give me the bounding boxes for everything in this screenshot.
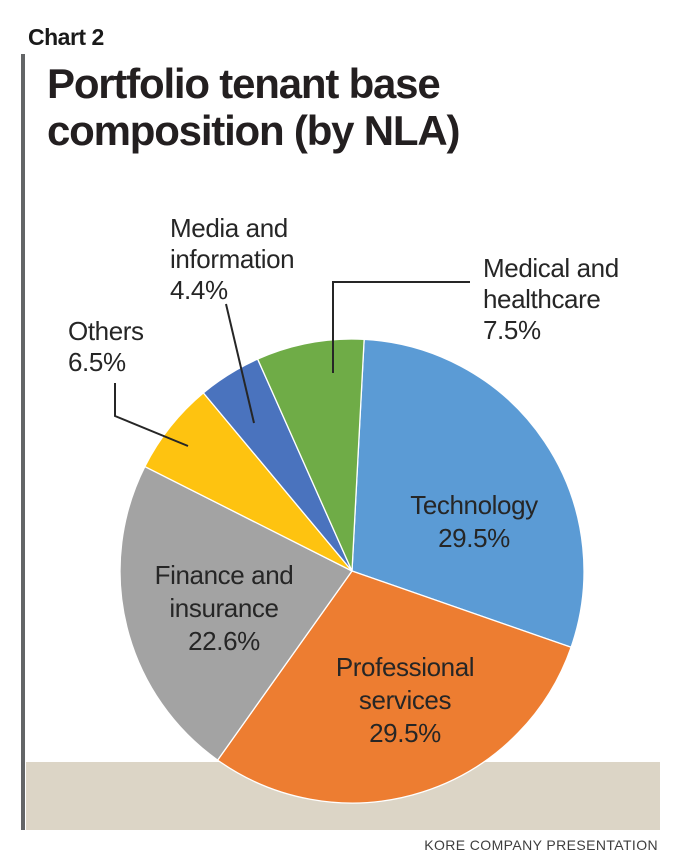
slice-name: Professional services (335, 652, 475, 715)
slice-label-professional-services: Professional services 29.5% (315, 651, 495, 750)
slice-label-finance-and-insurance: Finance and insurance 22.6% (134, 559, 314, 658)
slice-percent: 4.4% (170, 275, 228, 305)
leader-line-medical-and-healthcare (332, 281, 470, 373)
pie-slice-medical-and-healthcare (256, 338, 365, 572)
slice-label-media-and-information: Media and information 4.4% (170, 213, 340, 306)
slice-percent: 29.5% (369, 718, 441, 748)
chart-number-label: Chart 2 (28, 24, 104, 50)
chart-title-line-2: composition (by NLA) (47, 107, 461, 154)
slice-name: Finance and insurance (154, 560, 294, 623)
slice-percent: 22.6% (188, 626, 260, 656)
source-attribution: KORE COMPANY PRESENTATION (424, 837, 658, 853)
pie-slice-technology (351, 338, 585, 648)
slice-percent: 7.5% (483, 315, 541, 345)
slice-name: Media and information (170, 213, 295, 274)
pie-slice-finance-and-insurance (119, 465, 353, 761)
slice-name: Medical and healthcare (483, 253, 619, 314)
slice-label-technology: Technology 29.5% (374, 489, 574, 555)
leader-line-others (114, 383, 189, 447)
pie (119, 338, 585, 804)
leader-line-media-and-information (225, 303, 255, 424)
pie-slice-professional-services (216, 570, 572, 804)
slice-name: Technology (410, 490, 538, 520)
slice-label-others: Others 6.5% (68, 316, 188, 378)
slice-percent: 29.5% (438, 523, 510, 553)
slice-name: Others (68, 316, 144, 346)
chart-title: Portfolio tenant base composition (by NL… (47, 60, 461, 154)
slice-percent: 6.5% (68, 347, 126, 377)
left-rule-divider (21, 54, 25, 830)
chart-title-line-1: Portfolio tenant base (47, 60, 441, 107)
slice-label-medical-and-healthcare: Medical and healthcare 7.5% (483, 253, 633, 346)
